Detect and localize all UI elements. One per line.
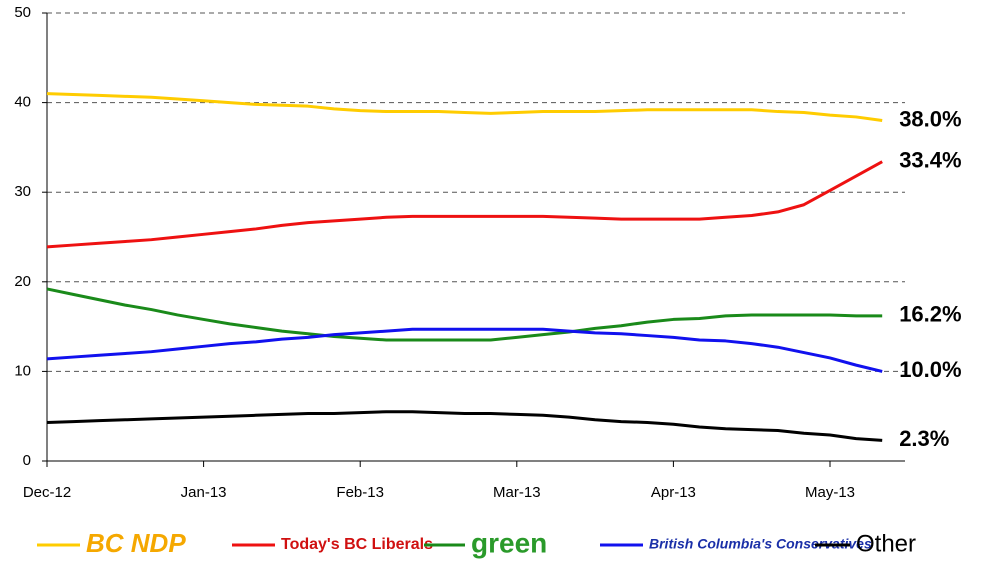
series-line [46, 92, 883, 123]
x-tick-label: Jan-13 [181, 484, 227, 501]
x-tick-label: May-13 [805, 484, 855, 501]
x-tick-label: Dec-12 [23, 484, 71, 501]
y-tick-label: 10 [14, 362, 31, 379]
y-tick-label: 30 [14, 183, 31, 200]
end-label: 38.0% [899, 106, 961, 131]
legend-label: BC NDP [86, 528, 186, 558]
legend-label: Today's BC Liberals [281, 536, 433, 553]
y-tick-label: 50 [14, 4, 31, 21]
legend-label: green [471, 527, 547, 558]
x-tick-label: Mar-13 [493, 484, 541, 501]
end-label: 10.0% [899, 357, 961, 382]
legend-label: British Columbia's Conservatives [649, 536, 872, 552]
series-line [46, 287, 883, 342]
y-tick-label: 40 [14, 94, 31, 111]
series-line [46, 160, 883, 249]
end-label: 2.3% [899, 426, 949, 451]
x-tick-label: Apr-13 [651, 484, 696, 501]
series-line [46, 410, 883, 442]
y-tick-label: 20 [14, 273, 31, 290]
legend-label: Other [856, 530, 916, 557]
series-line [46, 327, 883, 373]
end-label: 33.4% [899, 148, 961, 173]
end-label: 16.2% [899, 302, 961, 327]
y-tick-label: 0 [23, 452, 31, 469]
x-tick-label: Feb-13 [336, 484, 384, 501]
